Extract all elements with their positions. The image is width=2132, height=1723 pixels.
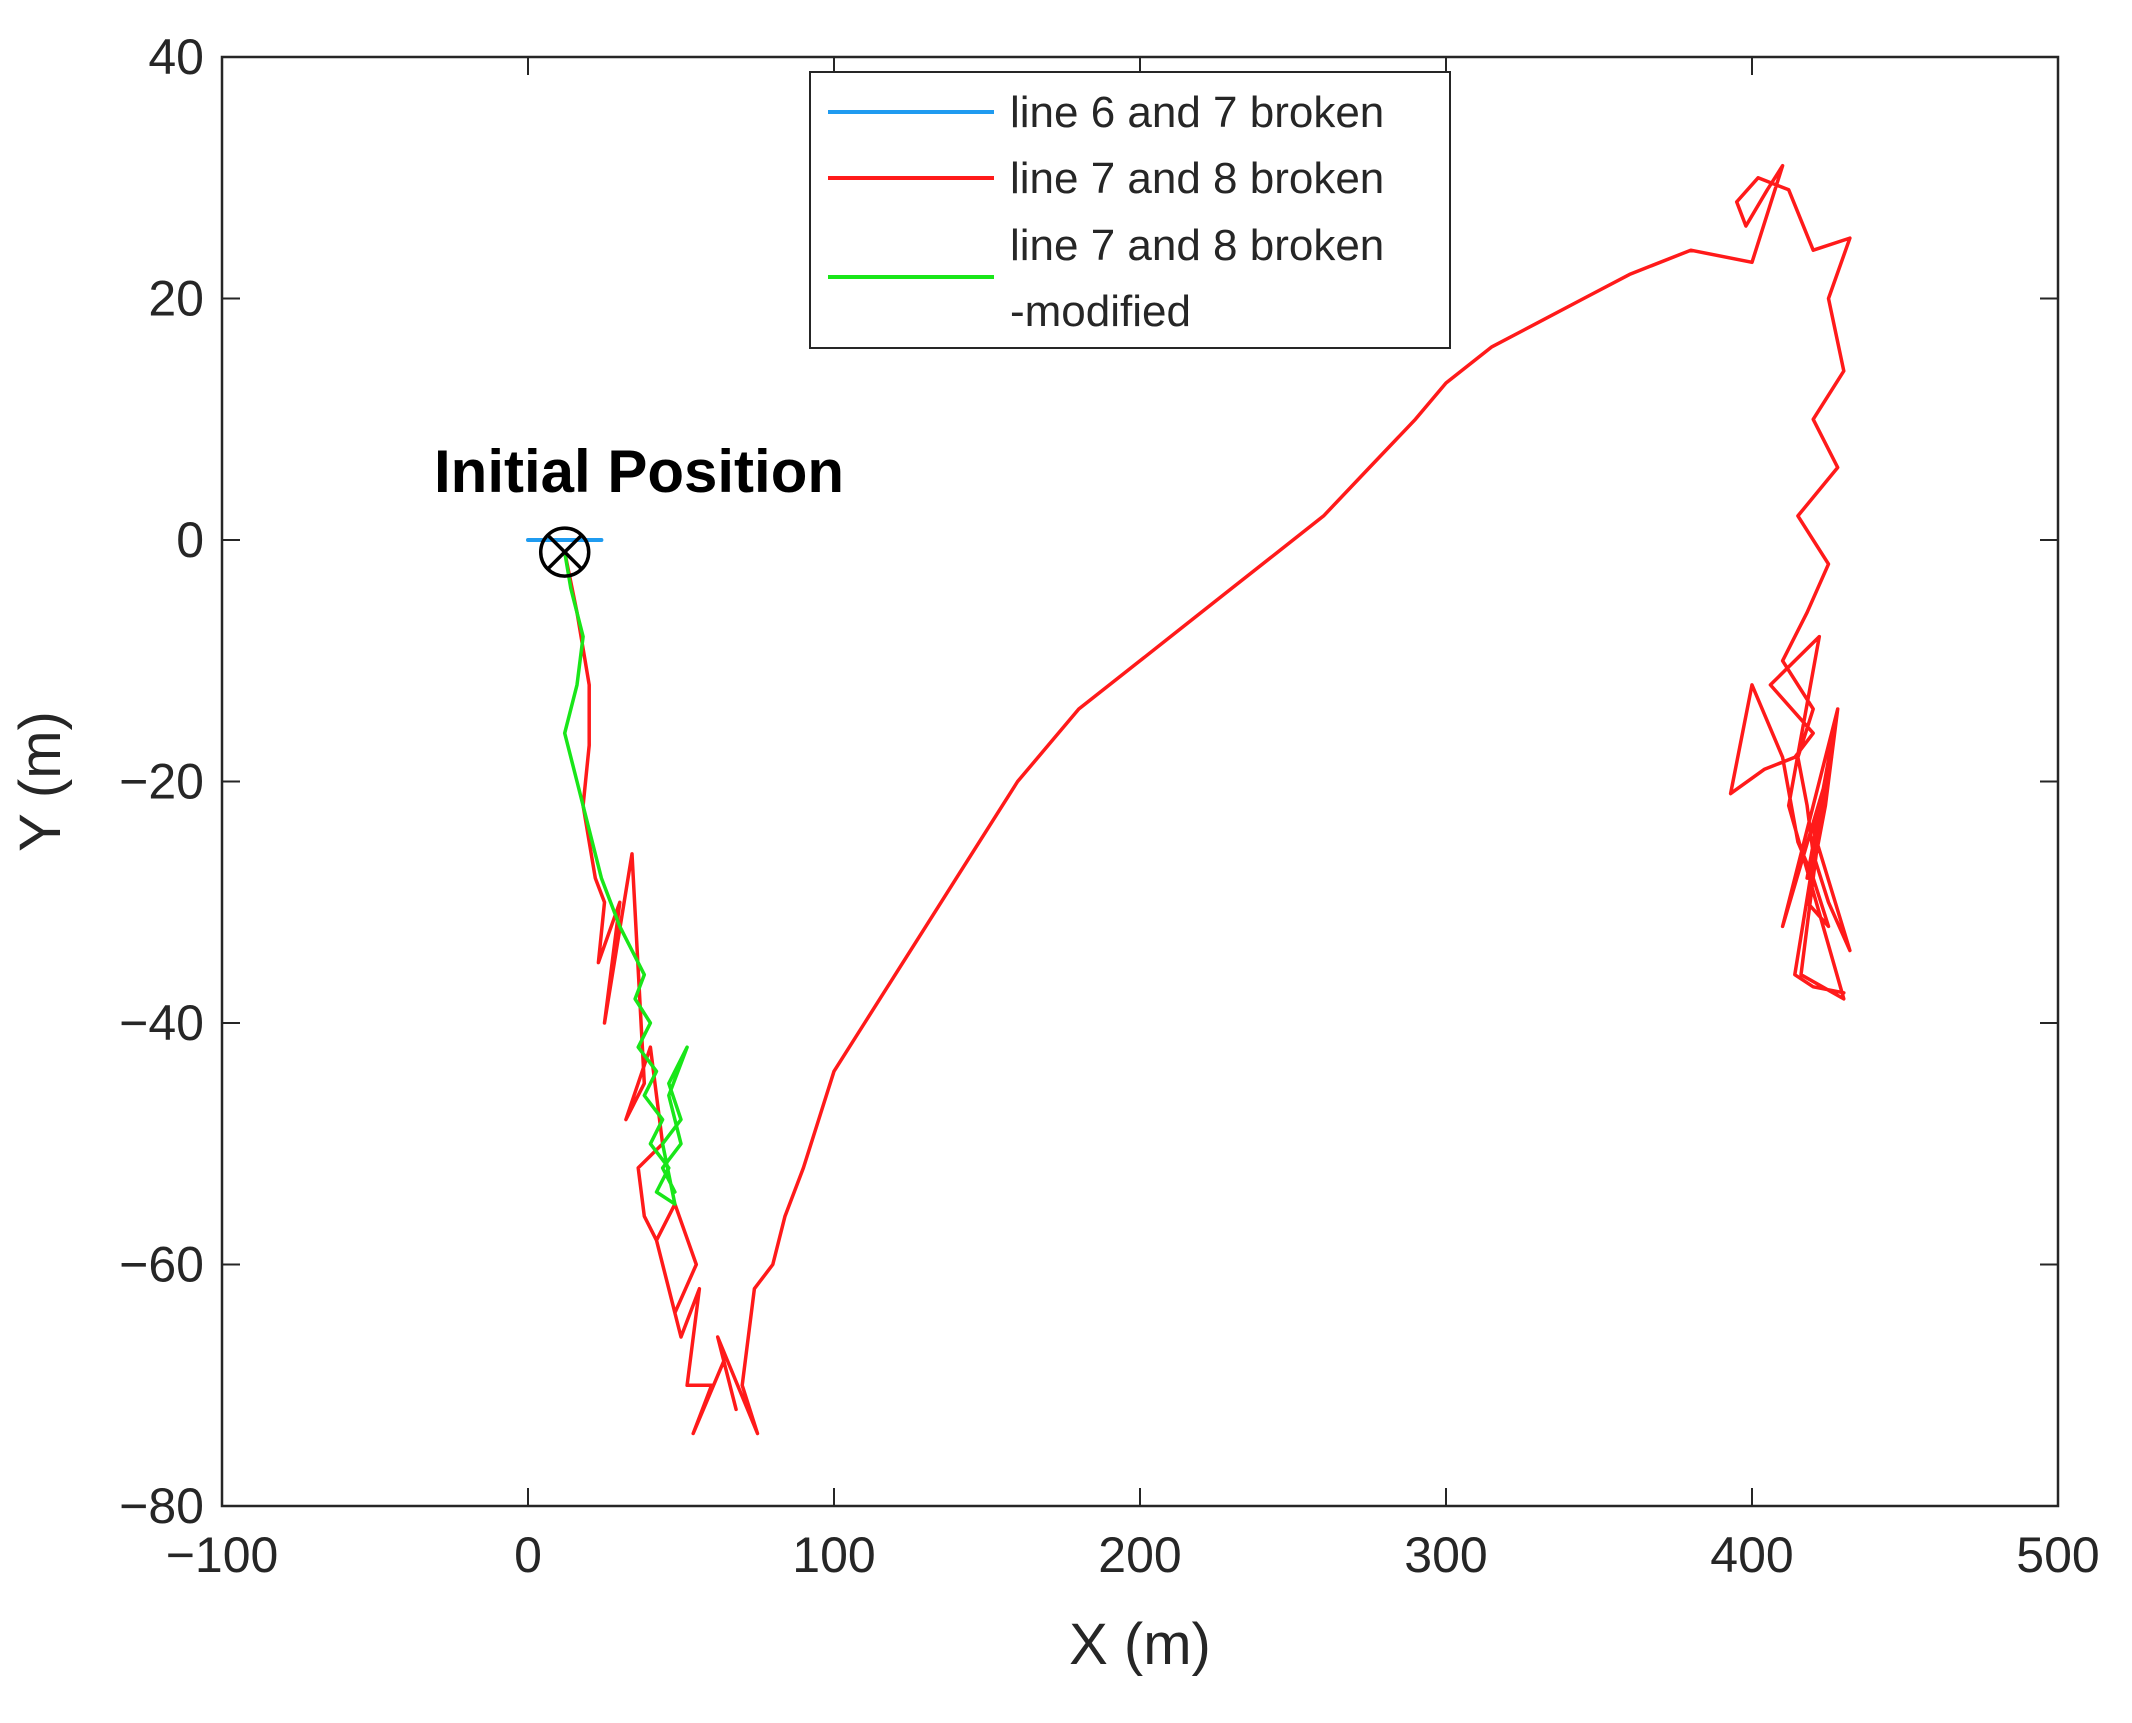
ticks-group: −100 0 100 200 300 400 500 −80 −60 −40 −20 0 20 40: [119, 29, 2100, 1583]
x-tick-label: 200: [1098, 1527, 1181, 1583]
legend-label-line: -modified: [1010, 287, 1191, 336]
series-line-2: [562, 550, 689, 1206]
initial-position-marker: [538, 526, 591, 578]
series-group: [526, 163, 1852, 1436]
y-tick-label: −60: [119, 1237, 204, 1293]
y-tick-label: 40: [148, 29, 204, 85]
legend-label-line-7-and-8-broken: line 7 and 8 broken: [1010, 154, 1384, 203]
y-tick-label: 20: [148, 271, 204, 327]
legend: line 6 and 7 broken line 7 and 8 broken …: [809, 71, 1451, 349]
marker-cross-b: [546, 533, 583, 571]
y-tick-label: −20: [119, 754, 204, 810]
x-axis-label: X (m): [1069, 1612, 1211, 1677]
x-tick-label: −100: [166, 1527, 279, 1583]
x-tick-label: 100: [792, 1527, 875, 1583]
legend-label-line-6-and-7-broken: line 6 and 7 broken: [1010, 88, 1384, 137]
legend-box: [809, 71, 1451, 349]
initial-position-label: Initial Position: [434, 438, 844, 505]
marker-circle: [538, 526, 591, 578]
x-tick-label: 500: [2016, 1527, 2099, 1583]
y-axis-label: Y (m): [8, 711, 73, 852]
y-tick-label: −40: [119, 995, 204, 1051]
x-tick-label: 0: [514, 1527, 542, 1583]
legend-label-line: line 7 and 8 broken: [1010, 221, 1384, 270]
legend-label-line-7-and-8-broken-modified: line 7 and 8 broken -modified: [1010, 221, 1384, 336]
x-tick-label: 300: [1404, 1527, 1487, 1583]
x-tick-label: 400: [1710, 1527, 1793, 1583]
y-tick-label: −80: [119, 1478, 204, 1534]
y-tick-label: 0: [176, 512, 204, 568]
